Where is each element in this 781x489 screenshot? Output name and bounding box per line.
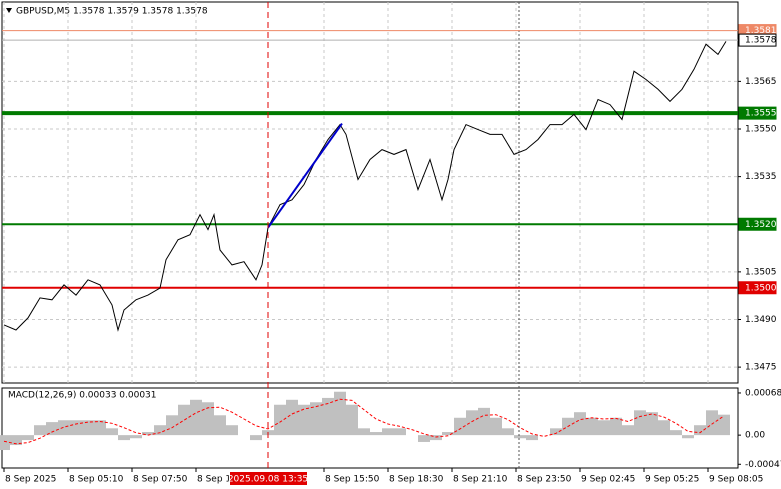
macd-bar: [166, 415, 178, 436]
y-tick-label: 0.00068: [745, 388, 781, 398]
level-label-box: [738, 281, 777, 295]
price-line: [3, 41, 727, 332]
trendline: [267, 123, 343, 229]
macd-bar: [466, 410, 478, 436]
macd-bar: [718, 414, 730, 436]
y-tick-label: 1.3535: [745, 172, 777, 182]
macd-bar: [154, 425, 166, 436]
macd-bar: [442, 432, 454, 436]
level-label-box: [738, 33, 777, 47]
y-tick-label: 1.3490: [745, 315, 777, 325]
macd-bar: [70, 420, 82, 436]
y-tick-label: 1.3565: [745, 77, 777, 87]
macd-bar: [274, 404, 286, 436]
macd-bar: [694, 425, 706, 436]
macd-bar: [550, 428, 562, 436]
macd-bar: [178, 404, 190, 436]
level-label: 1.3500: [745, 283, 777, 293]
macd-bar: [322, 397, 334, 436]
macd-bar: [286, 399, 298, 436]
x-tick-label: 8 Sep 2025: [5, 475, 56, 485]
chart-title: GBPUSD,M5 1.3578 1.3579 1.3578 1.3578: [16, 7, 208, 17]
y-tick-label: 0.00: [745, 431, 765, 441]
macd-bar: [502, 428, 514, 436]
macd-bar: [94, 420, 106, 436]
macd-bar: [418, 435, 430, 442]
macd-bar: [526, 435, 538, 441]
macd-bar: [478, 407, 490, 436]
macd-bar: [574, 412, 586, 436]
level-label: 1.3578: [745, 36, 777, 46]
macd-bar: [298, 404, 310, 436]
signal-line: [3, 398, 725, 445]
macd-bar: [130, 435, 142, 439]
x-tick-label: 8 Sep 18:30: [389, 475, 444, 485]
macd-bar: [682, 435, 694, 439]
macd-bar: [10, 435, 22, 446]
macd-bar: [586, 417, 598, 436]
x-tick-label: 8 Sep 07:50: [133, 475, 188, 485]
macd-bar: [610, 417, 622, 436]
x-tick-label: 9 Sep 05:25: [645, 475, 699, 485]
crosshair-label: 2025.09.08 13:35: [228, 475, 308, 485]
macd-bar: [634, 410, 646, 436]
x-tick-label: 8 Sep 21:10: [453, 475, 508, 485]
macd-bar: [598, 420, 610, 436]
x-tick-label: 9 Sep 02:45: [581, 475, 635, 485]
y-tick-label: 1.3475: [745, 363, 777, 373]
level-label: 1.3581: [745, 26, 777, 36]
macd-bar: [310, 402, 322, 436]
level-label-box: [738, 106, 777, 120]
y-tick-label: 1.3505: [745, 267, 777, 277]
macd-bar: [490, 417, 502, 436]
macd-bar: [250, 435, 262, 441]
x-tick-label: 8 Sep 1: [197, 475, 231, 485]
macd-bar: [706, 410, 718, 436]
macd-bar: [34, 425, 46, 436]
x-tick-label: 9 Sep 08:05: [709, 475, 763, 485]
macd-bar: [382, 428, 394, 436]
macd-bar: [82, 420, 94, 436]
macd-bar: [430, 435, 442, 441]
level-label-box: [738, 217, 777, 231]
level-label: 1.3520: [745, 220, 777, 230]
y-tick-label: -0.00047: [745, 460, 781, 470]
macd-bar: [22, 435, 34, 441]
macd-bar: [358, 428, 370, 436]
macd-bar: [106, 428, 118, 436]
macd-bar: [46, 422, 58, 436]
menu-arrow: [6, 8, 12, 13]
macd-bar: [118, 435, 130, 441]
macd-bar: [214, 415, 226, 436]
macd-bar: [658, 420, 670, 436]
price-pane: [1, 1, 739, 384]
macd-bar: [394, 428, 406, 436]
macd-bar: [370, 432, 382, 436]
y-tick-label: 1.3550: [745, 125, 777, 135]
macd-bar: [514, 435, 526, 439]
macd-bar: [0, 435, 10, 451]
x-tick-label: 8 Sep 15:50: [325, 475, 380, 485]
x-tick-label: 8 Sep 23:50: [517, 475, 572, 485]
macd-bar: [622, 425, 634, 436]
macd-bar: [670, 430, 682, 436]
macd-bar: [190, 399, 202, 436]
macd-bar: [142, 432, 154, 436]
macd-bar: [646, 412, 658, 436]
macd-bar: [58, 420, 70, 436]
macd-bar: [334, 391, 346, 436]
crosshair-label-box: [230, 472, 307, 485]
macd-title: MACD(12,26,9) 0.00033 0.00031: [8, 391, 157, 401]
x-tick-label: 8 Sep 05:10: [69, 475, 124, 485]
macd-bar: [226, 425, 238, 436]
level-label: 1.3555: [745, 109, 777, 119]
macd-bar: [346, 404, 358, 436]
macd-pane: [1, 387, 739, 469]
macd-bar: [202, 402, 214, 436]
